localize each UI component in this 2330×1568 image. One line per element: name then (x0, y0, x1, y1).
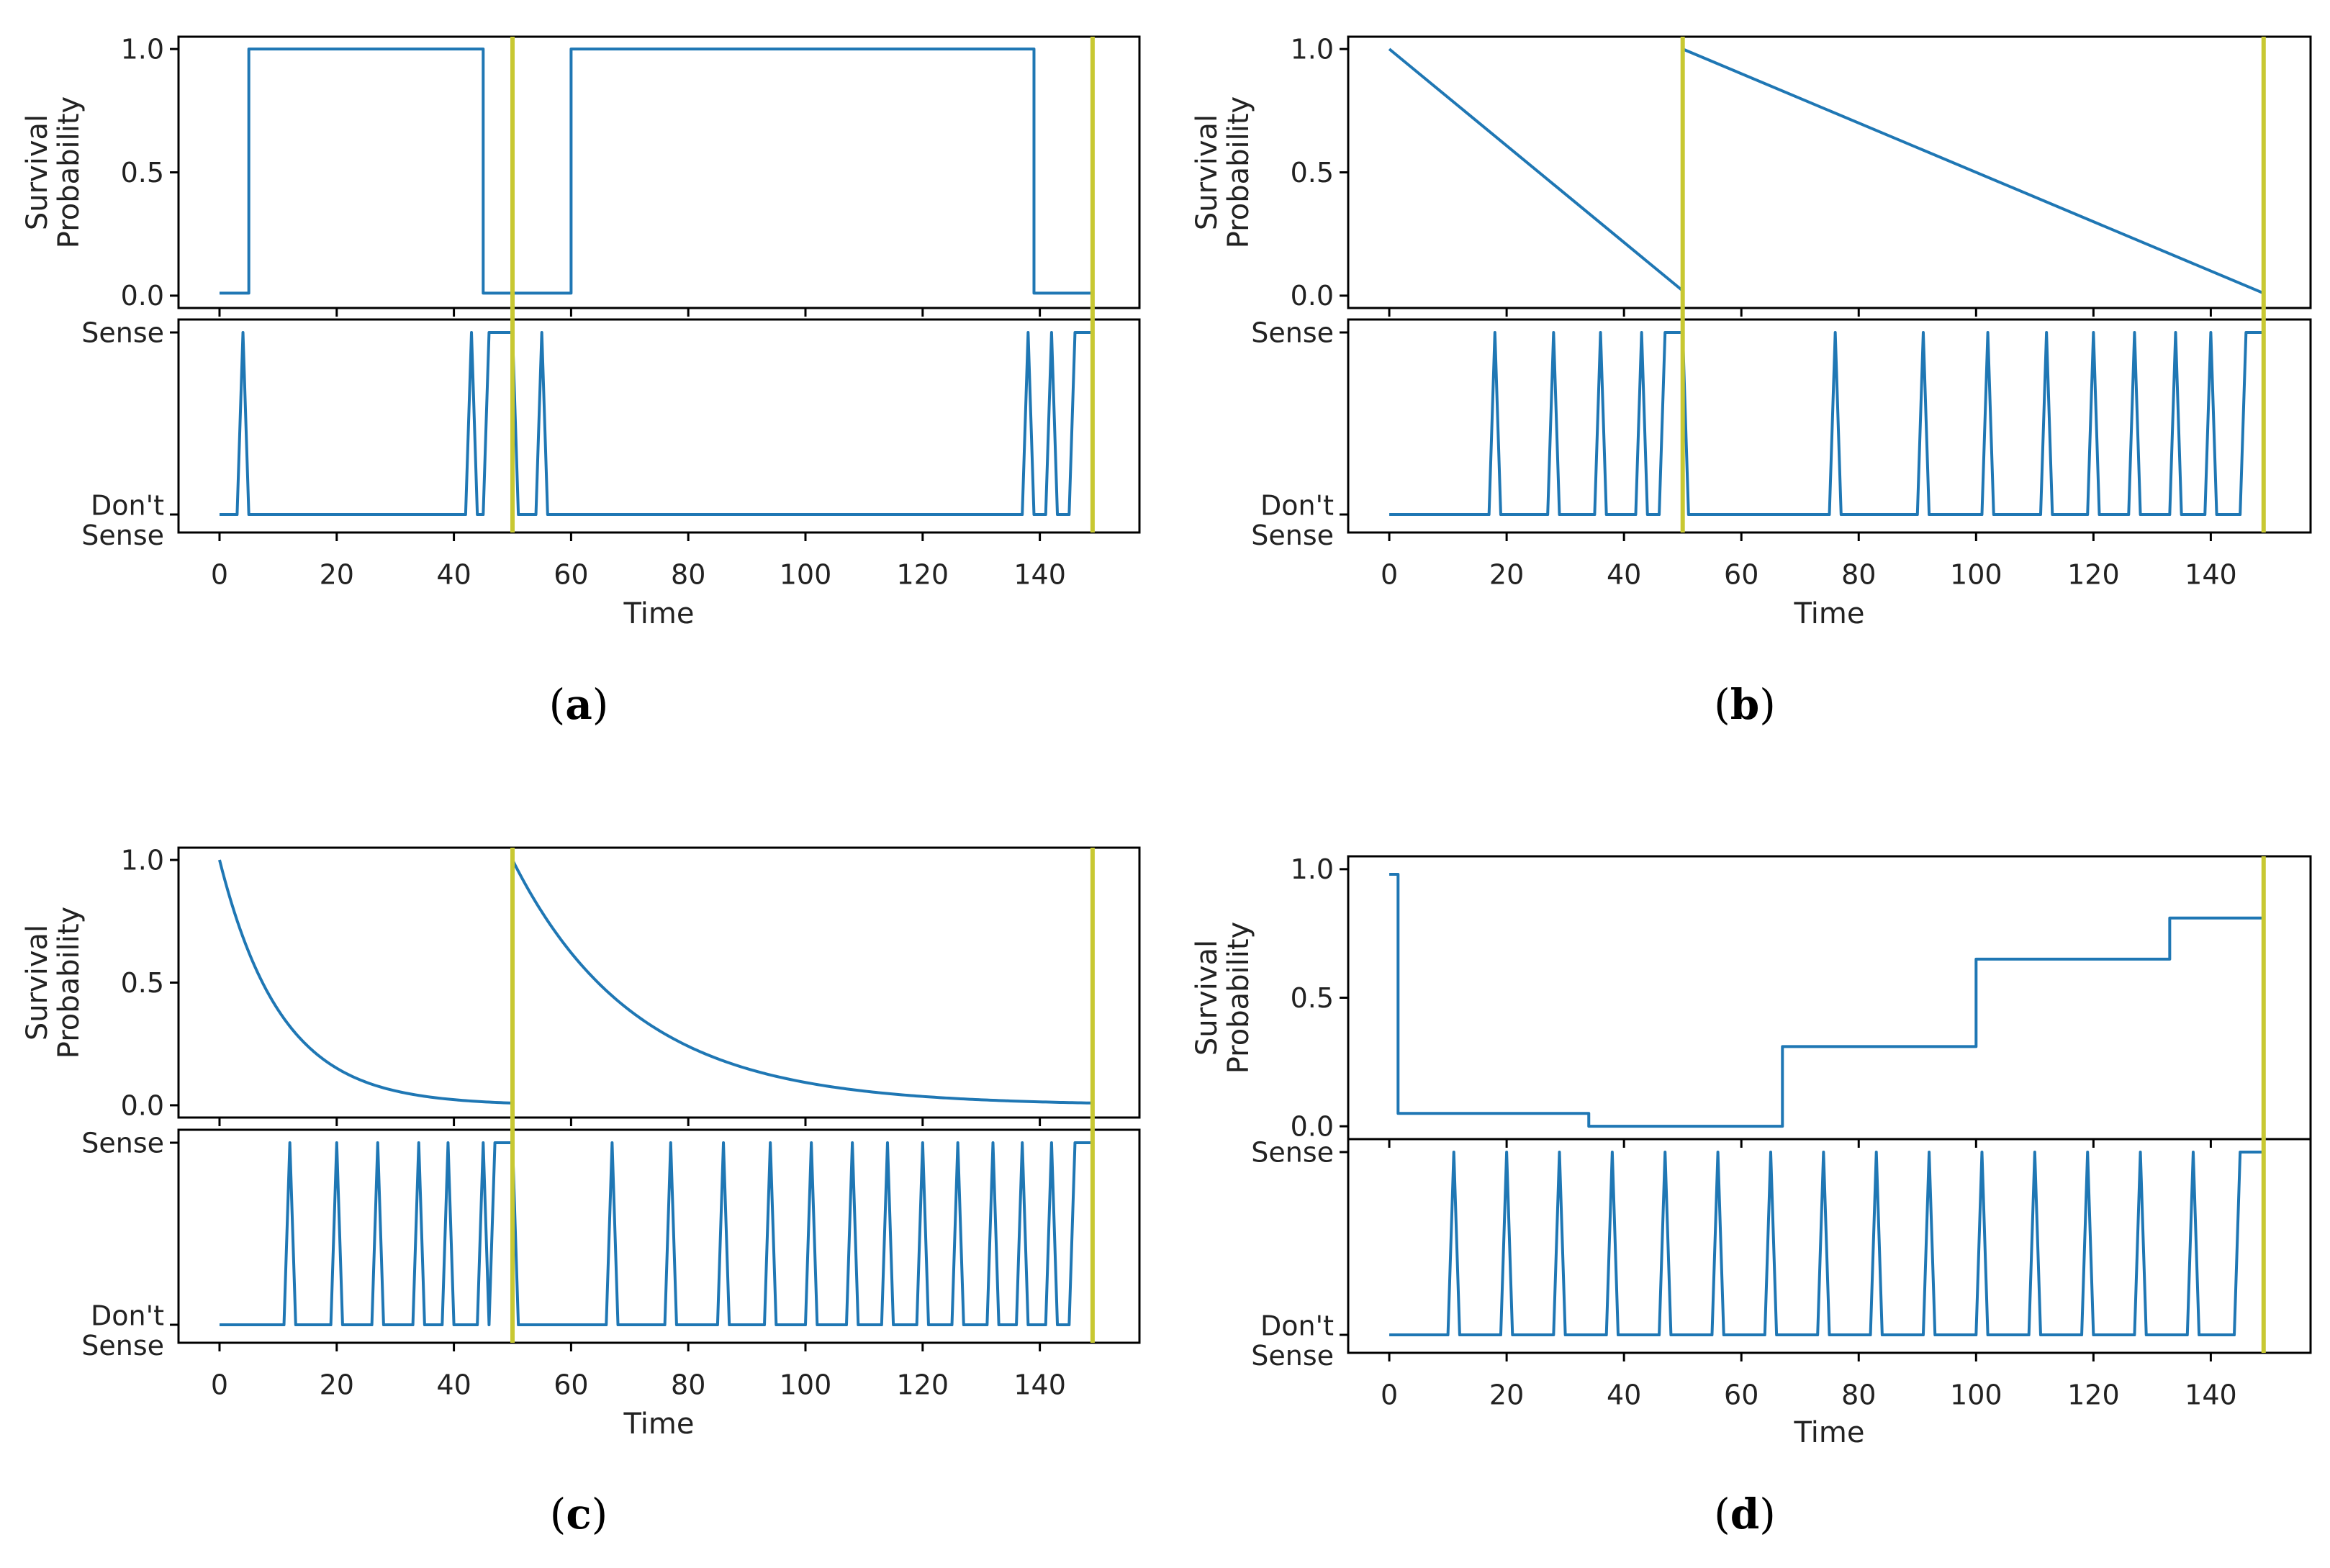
y-axis-label: SurvivalProbability (1191, 922, 1255, 1074)
survival-axes-frame (177, 846, 1141, 1119)
x-tick-label: 40 (436, 1369, 471, 1400)
sensing-axes: Sense Don't Sense 0 20 40 60 80 100 120 140 Time (1251, 317, 2312, 630)
survival-line (1388, 47, 2264, 295)
panel-b: 0.0 0.5 1.0 SurvivalProbability Sense Don't Se… (1191, 33, 2312, 630)
x-tick-label: 80 (671, 1369, 705, 1400)
x-tick-label: 120 (897, 558, 949, 590)
x-tick-label: 60 (554, 558, 588, 590)
x-tick-label: 140 (1013, 558, 1066, 590)
x-tick-label: 40 (1607, 558, 1641, 590)
survival-axes-frame (1347, 855, 2312, 1141)
x-tick-label: 80 (1841, 558, 1876, 590)
sensing-line (1389, 1151, 2264, 1336)
x-tick-label: 100 (780, 1369, 832, 1400)
y-tick-label: 0.5 (121, 967, 164, 999)
sensing-axes: Sense Don't Sense 0 20 40 60 80 100 120 140 Time (1251, 1136, 2312, 1449)
panel-d: 0.0 0.5 1.0 SurvivalProbability Sense Don't Se… (1191, 853, 2312, 1449)
survival-axes: 0.0 0.5 1.0 SurvivalProbability (1191, 853, 2312, 1148)
y-tick-label: 0.0 (1291, 280, 1334, 312)
x-tick-label: 140 (2185, 558, 2237, 590)
y-axis-label: SurvivalProbability (21, 96, 86, 248)
sense-tick-label: Sense (81, 1127, 164, 1159)
dont-sense-tick-label: Don't Sense (1251, 489, 1334, 551)
caption-d: (d) (1714, 1490, 1776, 1538)
y-axis-label: SurvivalProbability (21, 907, 86, 1059)
x-axis-label: Time (623, 1408, 695, 1441)
caption-a: (a) (548, 680, 609, 729)
survival-line (219, 47, 1093, 295)
x-tick-label: 0 (211, 1369, 228, 1400)
y-tick-label: 1.0 (121, 33, 164, 65)
survival-axes-frame (1347, 35, 2312, 309)
sensing-axes: Sense Don't Sense 0 20 40 60 80 100 120 140 Time (81, 1127, 1141, 1441)
x-tick-label: 140 (1013, 1369, 1066, 1400)
sensing-axes: Sense Don't Sense 0 20 40 60 80 100 120 140 Time (81, 317, 1141, 630)
x-tick-label: 100 (780, 558, 832, 590)
x-tick-label: 120 (2067, 1379, 2120, 1410)
y-tick-label: 0.5 (1291, 157, 1334, 189)
sensing-axes-frame (1347, 318, 2312, 534)
caption-c: (c) (549, 1490, 608, 1538)
sensing-axes-frame (177, 318, 1141, 534)
y-axis-label: SurvivalProbability (1191, 96, 1255, 248)
survival-axes: 0.0 0.5 1.0 SurvivalProbability (21, 33, 1141, 317)
x-tick-label: 40 (436, 558, 471, 590)
y-tick-label: 0.0 (121, 1089, 164, 1121)
x-tick-label: 120 (897, 1369, 949, 1400)
x-tick-label: 60 (1724, 558, 1758, 590)
x-tick-label: 80 (1841, 1379, 1876, 1410)
x-tick-label: 120 (2067, 558, 2120, 590)
x-tick-label: 60 (554, 1369, 588, 1400)
survival-axes-frame (177, 35, 1141, 309)
y-tick-label: 0.5 (121, 157, 164, 189)
survival-axes: 0.0 0.5 1.0 SurvivalProbability (21, 844, 1141, 1126)
x-tick-label: 20 (1489, 558, 1524, 590)
dont-sense-tick-label: Don't Sense (81, 1300, 164, 1361)
survival-axes: 0.0 0.5 1.0 SurvivalProbability (1191, 33, 2312, 317)
y-tick-label: 1.0 (1291, 33, 1334, 65)
x-tick-label: 100 (1950, 1379, 2002, 1410)
x-axis-label: Time (1794, 597, 1865, 630)
x-tick-label: 60 (1724, 1379, 1758, 1410)
y-tick-label: 0.0 (121, 280, 164, 312)
y-tick-label: 1.0 (121, 844, 164, 876)
y-tick-label: 1.0 (1291, 853, 1334, 885)
dont-sense-tick-label: Don't Sense (1251, 1310, 1334, 1372)
x-tick-label: 0 (1381, 558, 1398, 590)
panel-c: 0.0 0.5 1.0 SurvivalProbability Sense Don't Se… (21, 844, 1141, 1441)
x-axis-label: Time (1794, 1416, 1865, 1449)
panel-a: 0.0 0.5 1.0 SurvivalProbability Sense Don't Se… (21, 33, 1141, 630)
dont-sense-tick-label: Don't Sense (81, 489, 164, 551)
x-tick-label: 0 (1381, 1379, 1398, 1410)
sense-tick-label: Sense (1251, 317, 1334, 348)
sense-tick-label: Sense (1251, 1136, 1334, 1168)
sense-tick-label: Sense (81, 317, 164, 348)
x-tick-label: 20 (320, 558, 354, 590)
sensing-axes-frame (1347, 1138, 2312, 1354)
x-tick-label: 100 (1950, 558, 2002, 590)
x-axis-label: Time (623, 597, 695, 630)
x-tick-label: 20 (1489, 1379, 1524, 1410)
sensing-line (219, 1141, 1093, 1326)
x-tick-label: 140 (2185, 1379, 2237, 1410)
x-tick-label: 80 (671, 558, 705, 590)
x-tick-label: 40 (1607, 1379, 1641, 1410)
caption-b: (b) (1714, 680, 1776, 729)
sensing-line (219, 331, 1093, 516)
sensing-axes-frame (177, 1128, 1141, 1344)
survival-line (218, 858, 1093, 1105)
sensing-line (1389, 331, 2264, 516)
survival-line (1389, 873, 2264, 1128)
x-tick-label: 20 (320, 1369, 354, 1400)
y-tick-label: 0.0 (1291, 1110, 1334, 1142)
y-tick-label: 0.5 (1291, 982, 1334, 1014)
x-tick-label: 0 (211, 558, 228, 590)
